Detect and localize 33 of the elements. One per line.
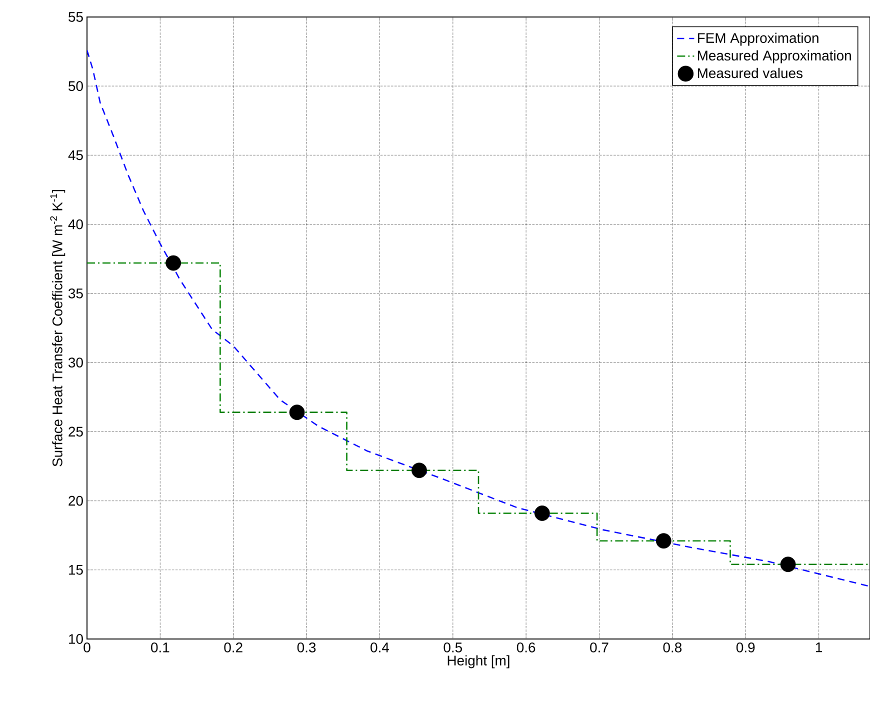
y-tick-label: 25 [68, 426, 83, 437]
x-tick-label: 0.2 [224, 642, 242, 652]
x-tick-label: 0.3 [297, 642, 316, 652]
y-tick-label: 50 [68, 81, 83, 92]
point [412, 462, 427, 478]
x-tick-label: 0 [84, 642, 90, 652]
line-series [87, 50, 870, 588]
point [656, 533, 672, 549]
x-tick-label: 0.7 [590, 642, 608, 652]
y-tick-label: 10 [69, 634, 83, 644]
x-tick-label: 0.9 [736, 642, 755, 652]
x-tick-label: 1 [816, 642, 822, 652]
x-tick-label: 0.4 [370, 642, 389, 652]
legend-label: Measured values [698, 68, 802, 78]
y-tick-label: 30 [68, 358, 83, 368]
x-axis-title: Height [m] [448, 655, 510, 668]
x-tick-label: 0.5 [444, 642, 462, 652]
y-axis-title: Surface Heat Transfer Coefficient [W m$^{-2}$ K$^{-1}$] [50, 190, 66, 466]
point [289, 404, 305, 420]
point [780, 556, 796, 572]
point [166, 255, 182, 271]
x-tick-label: 0.6 [516, 642, 536, 652]
legend-label: FEM Approximation [698, 32, 818, 46]
y-tick-label: 55 [68, 12, 83, 22]
y-tick-label: 15 [69, 565, 83, 575]
x-tick-label: 0.8 [663, 642, 682, 652]
x-tick-label: 0.1 [151, 642, 170, 652]
y-tick-label: 45 [68, 150, 83, 160]
legend-label: Measured Approximation [698, 50, 851, 64]
y-tick-label: 40 [68, 219, 83, 230]
point [534, 506, 550, 521]
y-tick-label: 20 [68, 496, 83, 506]
y-tick-label: 35 [68, 288, 83, 298]
